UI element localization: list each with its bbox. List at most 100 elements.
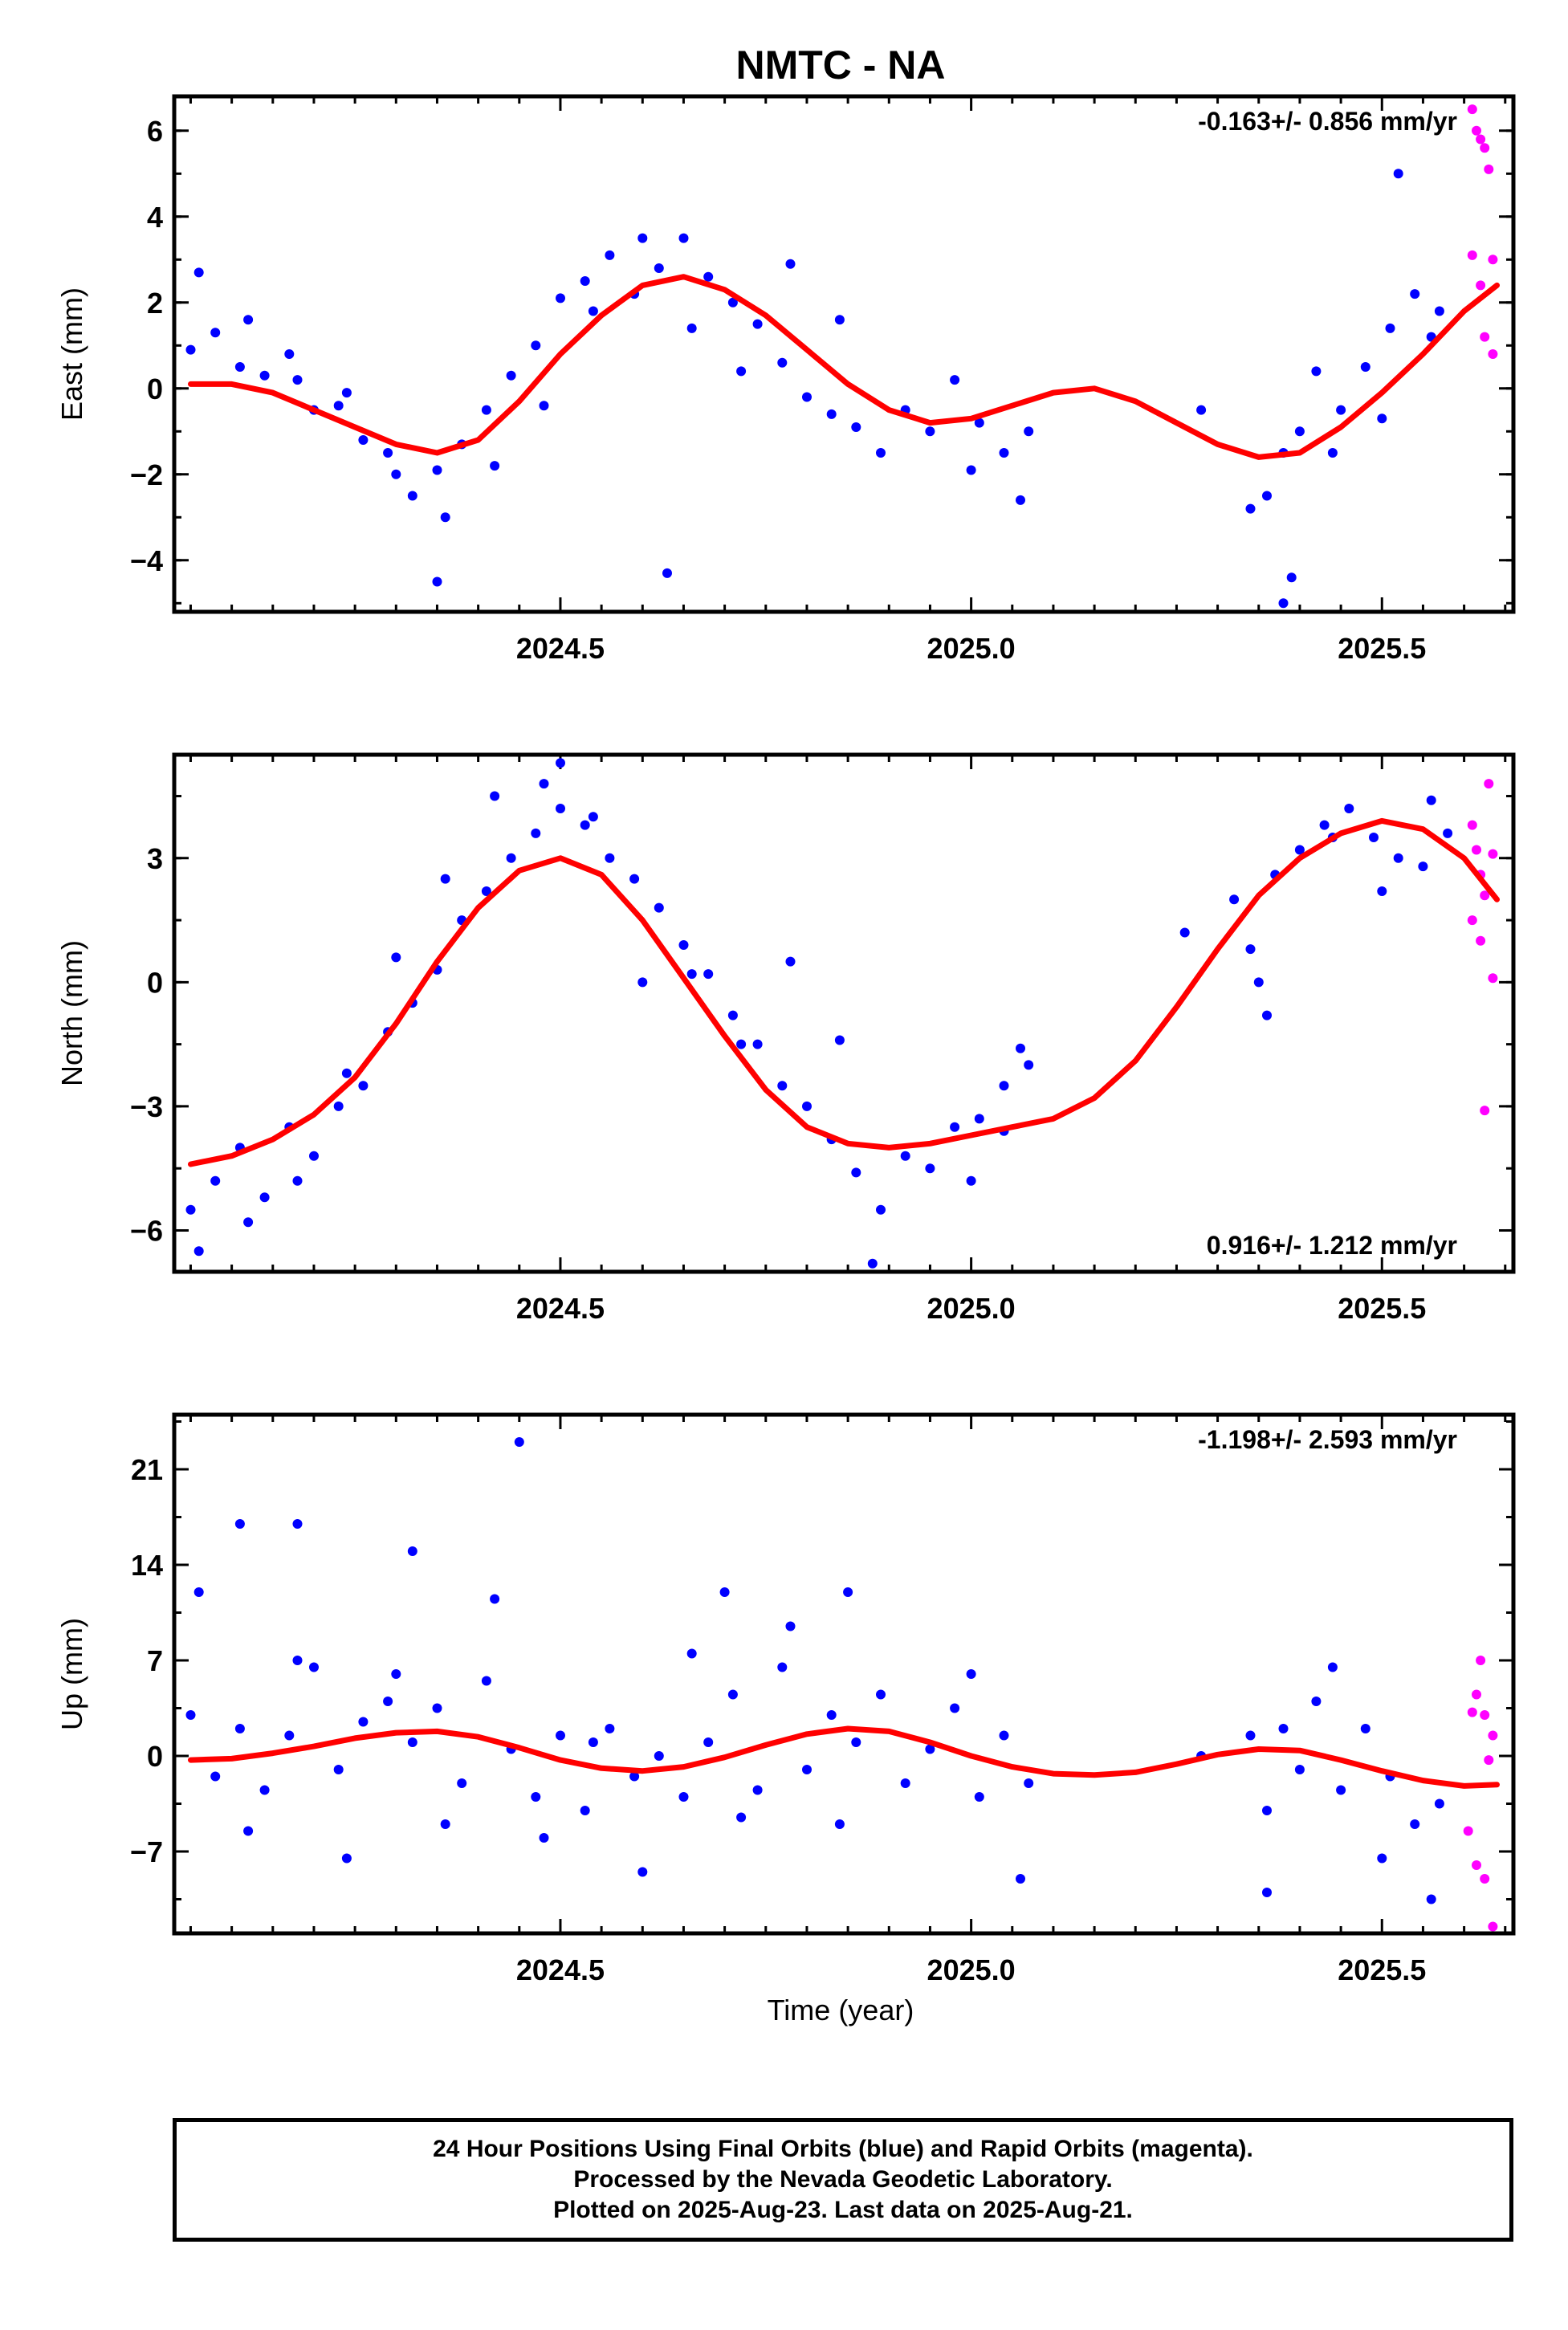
final-orbit-point: [719, 1587, 730, 1597]
final-orbit-point: [1311, 366, 1322, 377]
final-orbit-point: [1369, 833, 1379, 842]
final-orbit-point: [580, 820, 590, 830]
final-orbit-point: [506, 853, 516, 863]
final-orbit-point: [678, 1792, 689, 1802]
rapid-orbit-point: [1480, 1106, 1490, 1116]
x-tick-label: 2025.0: [927, 1953, 1016, 1986]
final-orbit-point: [925, 1163, 935, 1174]
final-orbit-point: [531, 828, 541, 838]
y-axis-label: East (mm): [55, 287, 88, 421]
final-orbit-point: [407, 1546, 417, 1556]
rapid-orbit-point: [1472, 1689, 1481, 1700]
x-axis-label: Time (year): [768, 1994, 914, 2027]
figure-title: NMTC - NA: [735, 43, 945, 88]
final-orbit-point: [292, 1656, 303, 1665]
final-orbit-point: [654, 1751, 664, 1761]
final-orbit-point: [210, 328, 221, 338]
final-orbit-point: [1344, 804, 1354, 813]
final-orbit-point: [727, 1010, 738, 1020]
final-orbit-point: [481, 1676, 491, 1686]
final-orbit-point: [686, 969, 697, 980]
final-orbit-point: [1262, 1806, 1272, 1815]
rapid-orbit-point: [1480, 143, 1490, 153]
final-orbit-point: [1426, 795, 1436, 805]
final-orbit-point: [1319, 820, 1330, 830]
final-orbit-point: [531, 340, 541, 351]
final-orbit-point: [1016, 1043, 1025, 1053]
rapid-orbit-point: [1488, 1921, 1498, 1932]
final-orbit-point: [777, 1662, 788, 1672]
x-tick-label: 2024.5: [516, 632, 605, 665]
final-orbit-point: [727, 297, 738, 308]
final-orbit-point: [588, 1737, 598, 1747]
final-orbit-point: [556, 1730, 565, 1741]
final-orbit-point: [1360, 362, 1370, 372]
y-tick-label: 3: [147, 842, 163, 875]
y-tick-label: 0: [147, 1740, 163, 1773]
final-orbit-point: [539, 1833, 549, 1843]
final-orbit-point: [876, 1689, 886, 1700]
final-orbit-point: [900, 1151, 910, 1161]
final-orbit-point: [580, 1806, 590, 1815]
final-orbit-point: [686, 323, 697, 333]
final-orbit-point: [259, 1785, 270, 1795]
final-orbit-point: [736, 366, 747, 377]
final-orbit-point: [1426, 1894, 1436, 1904]
rapid-orbit-point: [1480, 1874, 1490, 1884]
final-orbit-point: [292, 375, 303, 385]
final-orbit-point: [1294, 1765, 1305, 1774]
final-orbit-point: [876, 448, 886, 458]
final-orbit-point: [292, 1175, 303, 1186]
final-orbit-point: [1179, 927, 1190, 938]
final-orbit-point: [999, 1730, 1009, 1741]
footer-line-1: 24 Hour Positions Using Final Orbits (bl…: [433, 2136, 1253, 2162]
final-orbit-point: [333, 1765, 344, 1774]
final-orbit-point: [785, 259, 796, 269]
final-orbit-point: [1196, 405, 1207, 415]
model-fit-line: [188, 1725, 1500, 1789]
final-orbit-point: [481, 405, 491, 415]
final-orbit-point: [243, 1217, 254, 1228]
rapid-orbit-point: [1472, 125, 1481, 136]
final-orbit-point: [1377, 413, 1387, 424]
rapid-orbit-point: [1467, 250, 1477, 260]
rapid-orbit-point: [1476, 1656, 1486, 1665]
final-orbit-point: [785, 1621, 796, 1631]
final-orbit-point: [752, 319, 763, 329]
y-tick-label: −6: [130, 1214, 163, 1247]
final-orbit-point: [1360, 1724, 1370, 1733]
rapid-orbit-point: [1484, 1755, 1494, 1766]
final-orbit-point: [506, 370, 516, 381]
final-orbit-point: [341, 1853, 352, 1864]
final-orbit-point: [193, 267, 204, 278]
final-orbit-point: [752, 1039, 763, 1049]
footer-notes: 24 Hour Positions Using Final Orbits (bl…: [173, 2118, 1513, 2242]
final-orbit-point: [1294, 845, 1305, 855]
final-orbit-point: [637, 1867, 648, 1877]
final-orbit-point: [966, 1669, 976, 1679]
final-orbit-point: [432, 465, 442, 475]
final-orbit-point: [292, 1519, 303, 1529]
rapid-orbit-point: [1476, 280, 1486, 291]
final-orbit-point: [383, 448, 393, 458]
model-fit-line: [188, 817, 1500, 1167]
rapid-orbit-point: [1472, 845, 1481, 855]
rapid-orbit-point: [1476, 134, 1486, 145]
final-orbit-point: [1024, 1778, 1034, 1788]
final-orbit-point: [440, 1819, 450, 1829]
final-orbit-point: [851, 422, 861, 432]
final-orbit-point: [966, 1175, 976, 1186]
final-orbit-point: [391, 1669, 401, 1679]
y-axis-label: North (mm): [55, 940, 88, 1086]
rapid-orbit-point: [1463, 1826, 1473, 1836]
final-orbit-point: [727, 1689, 738, 1700]
y-tick-label: 14: [131, 1549, 163, 1582]
y-tick-label: 2: [147, 287, 163, 320]
final-orbit-point: [210, 1771, 221, 1782]
final-orbit-point: [1016, 1874, 1025, 1884]
final-orbit-point: [629, 874, 640, 884]
y-tick-label: 0: [147, 966, 163, 999]
final-orbit-point: [259, 1192, 270, 1203]
final-orbit-point: [752, 1785, 763, 1795]
final-orbit-point: [1377, 886, 1387, 896]
